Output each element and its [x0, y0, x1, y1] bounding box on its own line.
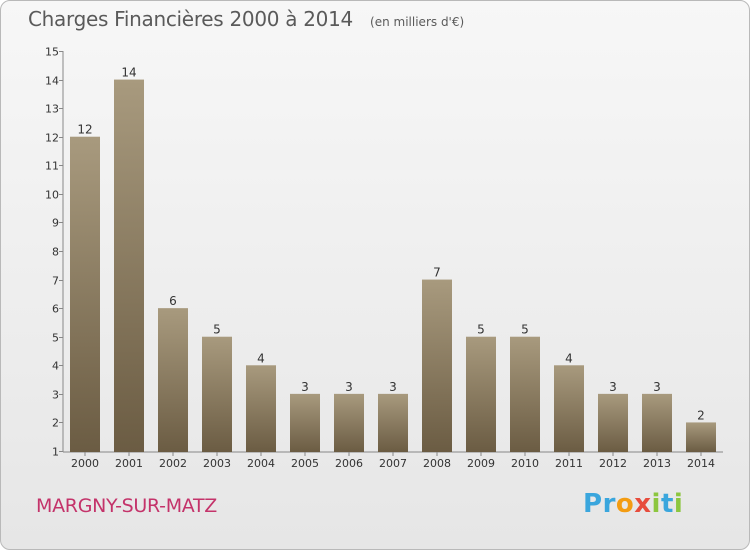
value-label: 14: [121, 66, 136, 80]
value-label: 5: [213, 323, 221, 337]
x-tick-label: 2002: [159, 457, 187, 470]
unit-note: (en milliers d'€): [370, 15, 465, 29]
bar-2014: [686, 422, 716, 452]
x-tick-label: 2013: [643, 457, 671, 470]
value-labels: 12 14 6 5 4 3 3 3 7 5 5 4 3 3 2: [77, 66, 704, 423]
y-tick-label: 10: [45, 189, 59, 202]
value-label: 3: [389, 380, 397, 394]
y-tick-label: 11: [45, 160, 59, 173]
x-tick-label: 2000: [71, 457, 99, 470]
logo-letter: t: [660, 489, 674, 519]
x-tick-label: 2006: [335, 457, 363, 470]
x-tick-label: 2007: [379, 457, 407, 470]
logo-letter: o: [615, 489, 635, 519]
value-label: 6: [169, 294, 177, 308]
y-tick-label: 14: [45, 75, 59, 88]
y-tick-label: 5: [52, 332, 59, 345]
logo-letter: x: [634, 489, 652, 519]
x-tick-label: 2009: [467, 457, 495, 470]
y-tick-label: 12: [45, 132, 59, 145]
chart-title: Charges Financières 2000 à 2014: [28, 7, 353, 31]
bar-2004: [246, 365, 276, 452]
x-tick-label: 2014: [687, 457, 715, 470]
bar-2010: [510, 336, 540, 452]
bar-2012: [598, 393, 628, 452]
bar-2005: [290, 393, 320, 452]
bar-2003: [202, 336, 232, 452]
x-tick-label: 2011: [555, 457, 583, 470]
y-tick-label: 6: [52, 303, 59, 316]
logo-letter: P: [583, 489, 603, 519]
x-tick-label: 2010: [511, 457, 539, 470]
logo-letter: r: [602, 489, 616, 519]
value-label: 7: [433, 266, 441, 280]
bar-2008: [422, 279, 452, 452]
bar-2006: [334, 393, 364, 452]
x-tick-label: 2003: [203, 457, 231, 470]
y-tick-label: 2: [52, 417, 59, 430]
x-tick-label: 2005: [291, 457, 319, 470]
y-tick-label: 3: [52, 389, 59, 402]
value-label: 3: [345, 380, 353, 394]
bars: [70, 79, 716, 453]
bar-2009: [466, 336, 496, 452]
x-tick-label: 2012: [599, 457, 627, 470]
y-tick-label: 1: [52, 446, 59, 459]
value-label: 4: [565, 351, 573, 365]
value-label: 4: [257, 351, 265, 365]
city-name: MARGNY-SUR-MATZ: [36, 495, 218, 517]
x-tick-label: 2001: [115, 457, 143, 470]
bar-2002: [158, 308, 188, 452]
proxiti-logo: Proxiti: [583, 489, 683, 519]
value-label: 2: [697, 408, 705, 422]
y-tick-label: 8: [52, 246, 59, 259]
bar-2011: [554, 365, 584, 452]
bar-2000: [70, 136, 100, 452]
y-tick-label: 9: [52, 217, 59, 230]
y-tick-label: 13: [45, 103, 59, 116]
value-label: 3: [301, 380, 309, 394]
y-tick-label: 4: [52, 360, 59, 373]
value-label: 3: [653, 380, 661, 394]
bar-2013: [642, 393, 672, 452]
value-label: 12: [77, 123, 92, 137]
bar-2001: [114, 79, 144, 453]
logo-letter: i: [673, 489, 684, 519]
title-block: Charges Financières 2000 à 2014 (en mill…: [28, 7, 464, 31]
y-tick-label: 15: [45, 46, 59, 59]
x-tick-label: 2008: [423, 457, 451, 470]
bar-2007: [378, 393, 408, 452]
value-label: 5: [477, 323, 485, 337]
logo-letter: i: [651, 489, 661, 519]
value-label: 5: [521, 323, 529, 337]
value-label: 3: [609, 380, 617, 394]
x-tick-label: 2004: [247, 457, 275, 470]
y-tick-label: 7: [52, 275, 59, 288]
